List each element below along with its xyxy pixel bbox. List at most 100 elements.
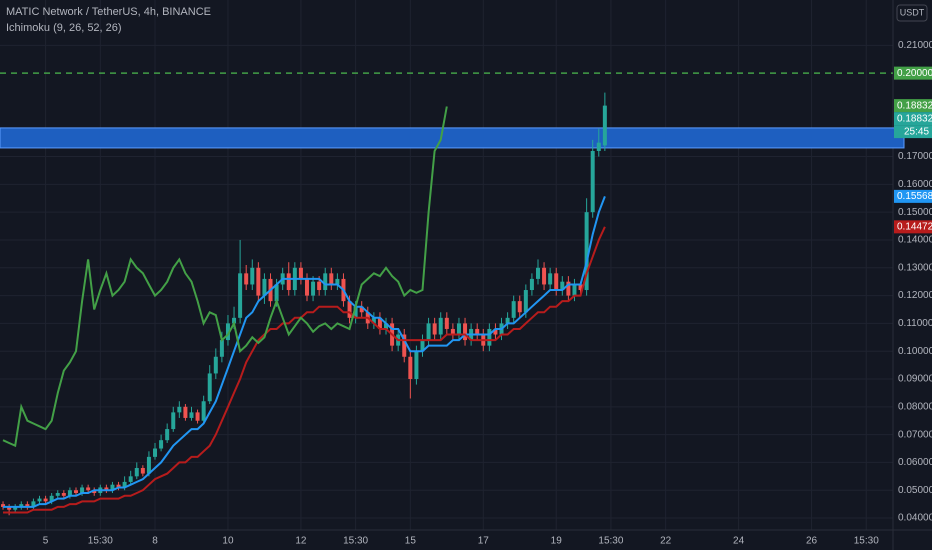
candle-body: [67, 490, 72, 496]
indicator-label: Ichimoku (9, 26, 52, 26): [6, 22, 122, 34]
indicator-line: [2, 106, 448, 448]
candle-body: [311, 281, 316, 296]
y-tick-label: 0.14000: [898, 235, 932, 246]
price-label-box: [894, 189, 932, 203]
candle-body: [317, 281, 322, 291]
candle-body: [73, 490, 78, 494]
candle-body: [219, 340, 224, 357]
candle-body: [438, 317, 443, 335]
candle-body: [359, 306, 364, 313]
x-tick-label: 22: [660, 536, 672, 547]
candle-body: [274, 284, 279, 302]
candle-body: [535, 267, 540, 279]
candle-body: [238, 273, 243, 318]
candle-body: [602, 105, 607, 146]
candle-body: [420, 340, 425, 352]
candle-body: [426, 323, 431, 341]
candle-body: [177, 406, 182, 413]
y-tick-label: 0.10000: [898, 346, 932, 357]
candle-body: [323, 273, 328, 291]
candle-body: [329, 273, 334, 285]
candle-body: [572, 284, 577, 296]
y-tick-label: 0.21000: [898, 40, 932, 51]
candle-body: [475, 328, 480, 335]
candle-body: [250, 267, 255, 285]
candle-body: [444, 317, 449, 329]
y-tick-label: 0.08000: [898, 401, 932, 412]
candle-body: [165, 429, 170, 441]
candle-body: [171, 412, 176, 430]
candle-body: [140, 467, 145, 474]
candle-body: [566, 281, 571, 296]
y-tick-label: 0.09000: [898, 374, 932, 385]
x-tick-label: 24: [733, 536, 745, 547]
candle-body: [548, 273, 553, 285]
y-tick-label: 0.17000: [898, 151, 932, 162]
candle-body: [7, 506, 12, 510]
candle-body: [529, 278, 534, 291]
candle-body: [122, 481, 127, 488]
candle-body: [554, 273, 559, 291]
x-tick-label: 19: [551, 536, 563, 547]
candle-body: [25, 504, 30, 507]
y-tick-label: 0.16000: [898, 179, 932, 190]
candle-body: [384, 323, 389, 329]
chart-title: MATIC Network / TetherUS, 4h, BINANCE: [6, 6, 211, 18]
y-tick-label: 0.12000: [898, 290, 932, 301]
candle-body: [1, 504, 6, 507]
x-tick-label: 15:30: [88, 536, 113, 547]
candle-body: [86, 487, 91, 491]
candle-body: [225, 323, 230, 341]
candle-body: [353, 306, 358, 318]
countdown: 25:45: [904, 126, 929, 137]
candle-body: [335, 278, 340, 285]
price-label-box: [894, 220, 932, 234]
y-tick-label: 0.07000: [898, 429, 932, 440]
price-label: 0.15568: [897, 191, 932, 202]
candle-body: [104, 487, 109, 491]
candle-body: [189, 412, 194, 418]
price-label: 0.20000: [897, 68, 932, 79]
candle-body: [414, 351, 419, 380]
candle-body: [408, 356, 413, 380]
countdown-box: [894, 125, 932, 139]
candle-body: [153, 448, 158, 457]
candle-body: [402, 334, 407, 357]
candle-body: [298, 267, 303, 279]
candle-body: [49, 495, 54, 502]
candle-body: [128, 476, 133, 482]
candle-body: [523, 290, 528, 313]
candle-body: [207, 373, 212, 402]
candle-body: [37, 498, 42, 502]
currency-box[interactable]: [896, 4, 928, 22]
candle-body: [347, 301, 352, 318]
candle-body: [43, 498, 48, 502]
candle-body: [596, 142, 601, 151]
candle-body: [146, 456, 151, 474]
candle-body: [61, 493, 66, 496]
candle-body: [80, 487, 85, 494]
candle-body: [213, 356, 218, 374]
y-tick-label: 0.06000: [898, 457, 932, 468]
candle-body: [116, 484, 121, 488]
price-zone: [0, 127, 905, 149]
x-tick-label: 15: [405, 536, 417, 547]
candle-body: [517, 301, 522, 313]
x-tick-label: 10: [222, 536, 234, 547]
candle-body: [377, 317, 382, 329]
candle-body: [19, 504, 24, 507]
candle-body: [590, 150, 595, 213]
currency[interactable]: USDT: [900, 7, 925, 17]
candle-body: [584, 212, 589, 291]
candle-body: [450, 328, 455, 335]
candle-body: [31, 501, 36, 507]
x-tick-label: 15:30: [343, 536, 368, 547]
y-tick-label: 0.04000: [898, 513, 932, 524]
candle-body: [256, 267, 261, 296]
price-label: 0.18832: [897, 113, 932, 124]
x-tick-label: 15:30: [598, 536, 623, 547]
candle-body: [183, 406, 188, 418]
candle-body: [13, 506, 18, 510]
price-label: 0.14472: [897, 221, 932, 232]
